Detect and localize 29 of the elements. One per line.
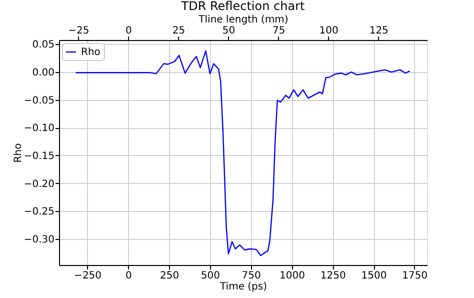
y-tick-label: −0.15 bbox=[24, 150, 54, 162]
y-tick-label: −0.25 bbox=[24, 206, 54, 218]
x2-tick-label: 0 bbox=[126, 26, 132, 36]
y-tick-label: −0.05 bbox=[24, 95, 54, 106]
x2-tick-label: 25 bbox=[172, 26, 186, 36]
x-tick-label: 750 bbox=[242, 270, 261, 282]
x-tick-label: 1000 bbox=[280, 270, 305, 282]
x-tick-label: 500 bbox=[200, 270, 220, 282]
x2-tick-label: 125 bbox=[369, 26, 388, 36]
y-tick-label: 0.00 bbox=[32, 68, 54, 79]
x2-tick-label: 50 bbox=[222, 26, 236, 36]
x2-tick-label: 75 bbox=[272, 26, 286, 36]
x2-tick-label: −25 bbox=[68, 26, 90, 36]
x2-axis-title: Tline length (mm) bbox=[198, 14, 288, 26]
x-axis-title: Time (ps) bbox=[218, 282, 268, 292]
x-tick-label: 1250 bbox=[320, 270, 346, 282]
y-tick-label: −0.10 bbox=[24, 123, 54, 134]
x-tick-label: 1500 bbox=[361, 270, 387, 282]
x2-tick-label: 100 bbox=[319, 26, 338, 36]
x-tick-label: 1750 bbox=[402, 270, 428, 282]
y-axis-title: Rho bbox=[12, 143, 24, 163]
chart-title: TDR Reflection chart bbox=[180, 0, 306, 13]
x-tick-label: 0 bbox=[125, 270, 132, 282]
x-tick-label: 250 bbox=[160, 270, 180, 282]
legend-label: Rho bbox=[81, 47, 100, 58]
y-tick-label: −0.20 bbox=[24, 178, 54, 190]
y-tick-label: −0.30 bbox=[24, 234, 54, 246]
x-tick-label: −250 bbox=[74, 270, 102, 282]
y-tick-label: 0.05 bbox=[32, 40, 54, 51]
